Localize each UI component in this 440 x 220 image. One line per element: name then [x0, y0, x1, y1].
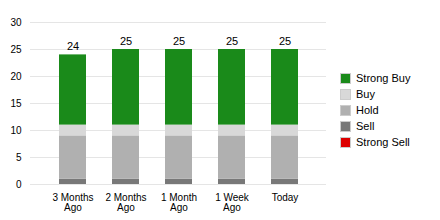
svg-text:1 WeekAgo: 1 WeekAgo: [215, 192, 250, 213]
svg-text:0: 0: [16, 179, 22, 190]
svg-text:3 MonthsAgo: 3 MonthsAgo: [52, 192, 93, 213]
svg-text:2 MonthsAgo: 2 MonthsAgo: [105, 192, 146, 213]
html-text:Strong Buy: Strong Buy: [356, 72, 411, 84]
svg-text:25: 25: [10, 44, 22, 55]
html-text:Sell: Sell: [356, 120, 375, 132]
svg-text:20: 20: [10, 71, 22, 82]
html-text:Buy: Buy: [356, 88, 375, 100]
svg-text:25: 25: [173, 35, 185, 47]
svg-text:24: 24: [67, 40, 79, 52]
svg-text:25: 25: [226, 35, 238, 47]
html-text:Hold: Hold: [356, 104, 379, 116]
html-text:Strong Sell: Strong Sell: [356, 136, 410, 148]
svg-text:15: 15: [10, 98, 22, 109]
svg-text:25: 25: [279, 35, 291, 47]
svg-text:Today: Today: [272, 192, 299, 203]
svg-text:10: 10: [10, 125, 22, 136]
svg-text:5: 5: [16, 152, 22, 163]
svg-text:25: 25: [120, 35, 132, 47]
svg-text:30: 30: [10, 17, 22, 28]
svg-text:1 MonthAgo: 1 MonthAgo: [161, 192, 197, 213]
